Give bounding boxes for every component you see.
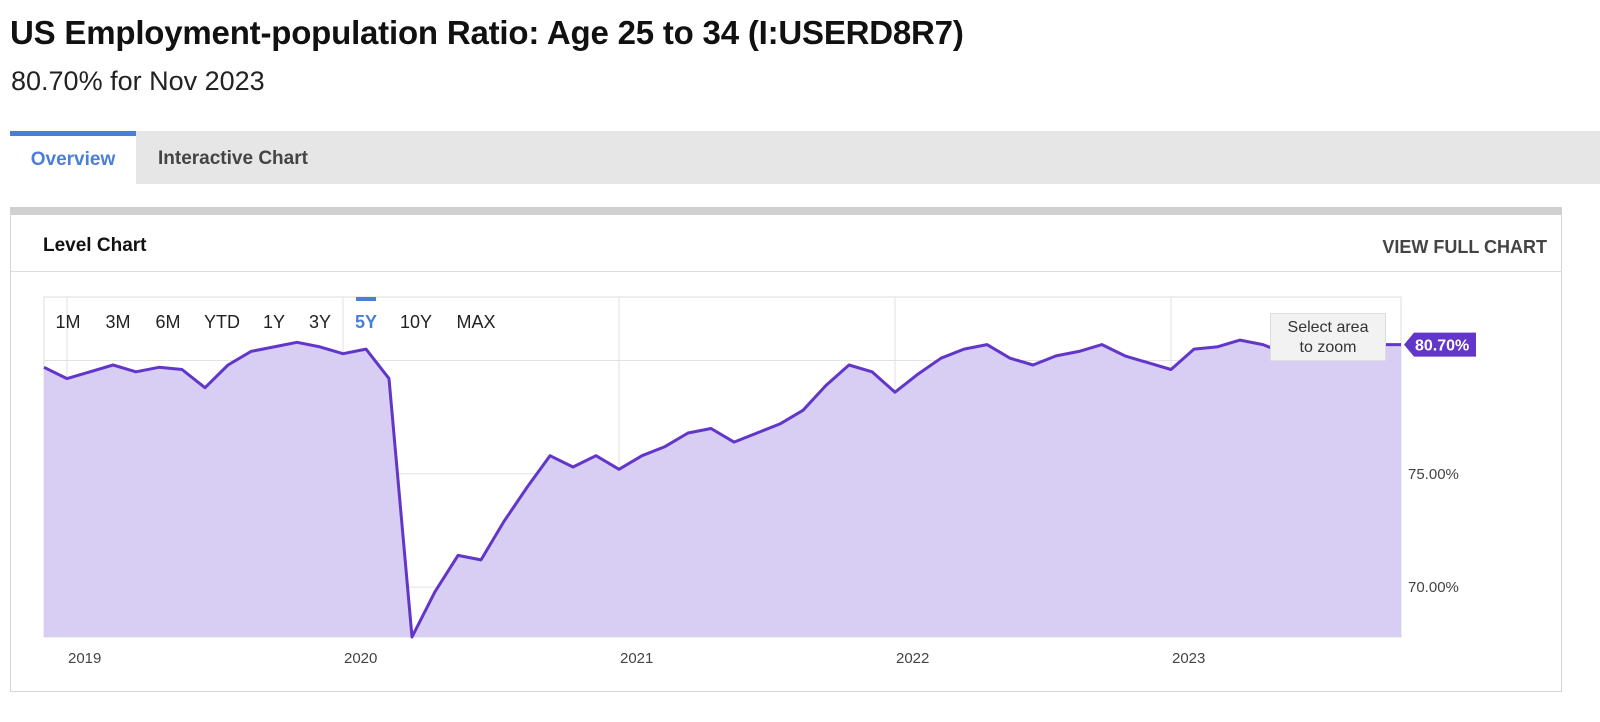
range-button-10y[interactable]: 10Y <box>400 312 432 332</box>
x-tick-label: 2019 <box>68 650 101 667</box>
x-axis-tick-labels: 2019 2020 2021 2022 2023 <box>68 650 1205 667</box>
series-line <box>43 338 1401 639</box>
y-tick-label: 70.00% <box>1408 579 1459 596</box>
tab-bar: Overview Interactive Chart <box>10 131 1600 184</box>
range-button-ytd[interactable]: YTD <box>204 312 240 332</box>
range-button-6m[interactable]: 6M <box>155 312 180 332</box>
tab-overview[interactable]: Overview <box>10 131 136 184</box>
zoom-hint: Select area to zoom <box>1270 313 1386 361</box>
range-button-3y[interactable]: 3Y <box>309 312 331 332</box>
x-tick-label: 2023 <box>1172 650 1205 667</box>
range-button-1m[interactable]: 1M <box>55 312 80 332</box>
range-button-1y[interactable]: 1Y <box>263 312 285 332</box>
zoom-hint-line-2: to zoom <box>1299 339 1357 356</box>
page-title: US Employment-population Ratio: Age 25 t… <box>10 14 964 51</box>
range-selected-indicator <box>356 297 376 301</box>
x-tick-label: 2021 <box>620 650 653 667</box>
range-button-max[interactable]: MAX <box>456 312 495 332</box>
view-full-chart-link[interactable]: VIEW FULL CHART <box>1382 237 1547 257</box>
card-header: Level Chart VIEW FULL CHART <box>11 215 1561 272</box>
y-axis-tick-labels: 70.00% 75.00% <box>1408 466 1459 596</box>
tab-interactive-chart[interactable]: Interactive Chart <box>158 148 308 169</box>
last-value-label: 80.70% <box>1415 338 1469 355</box>
last-value-tag: 80.70% <box>1404 332 1476 357</box>
range-button-3m[interactable]: 3M <box>105 312 130 332</box>
x-tick-label: 2020 <box>344 650 377 667</box>
y-tick-label: 75.00% <box>1408 466 1459 483</box>
last-value-tag-shape <box>1404 332 1476 357</box>
series-area-fill <box>44 340 1401 637</box>
card-title: Level Chart <box>43 235 147 256</box>
latest-value-subtitle: 80.70% for Nov 2023 <box>11 66 265 96</box>
x-tick-label: 2022 <box>896 650 929 667</box>
zoom-hint-line-1: Select area <box>1287 319 1369 336</box>
range-selector: 1M 3M 6M YTD 1Y 3Y 5Y 10Y MAX <box>55 297 496 332</box>
range-button-5y[interactable]: 5Y <box>355 312 377 332</box>
